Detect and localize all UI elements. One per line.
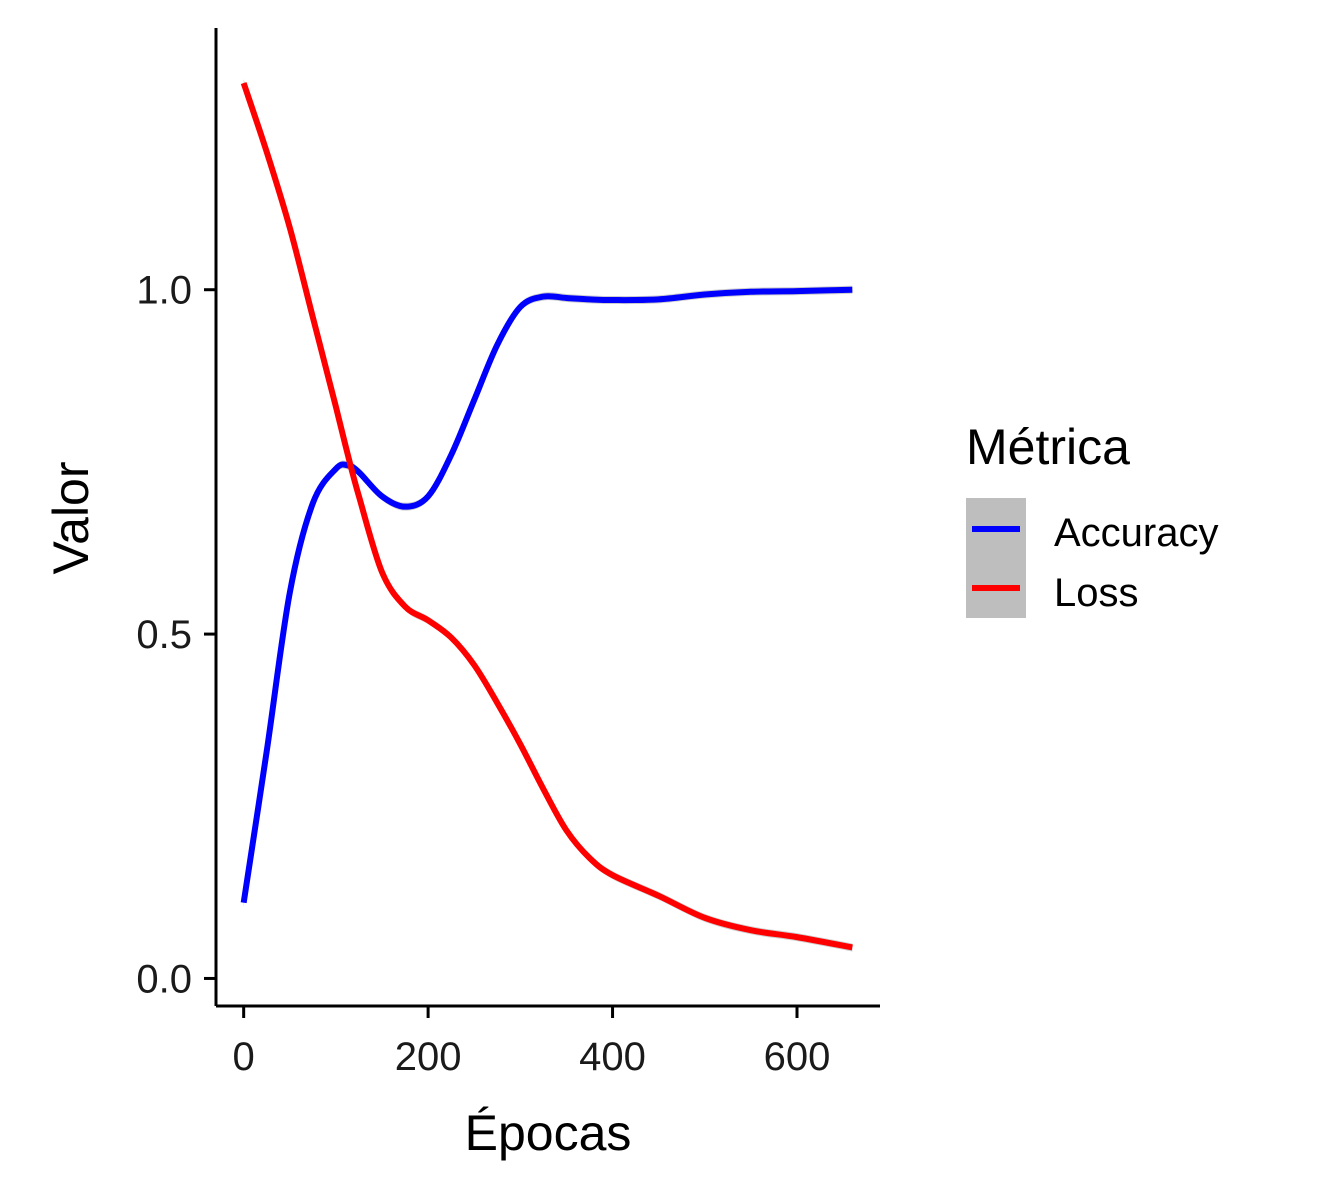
legend-key-background (966, 498, 1026, 618)
ticks: 0 200 400 600 0.0 0.5 1.0 (136, 269, 830, 1079)
y-axis-title: Valor (43, 461, 99, 574)
x-tick-label: 400 (579, 1035, 646, 1079)
series-line-loss (240, 82, 853, 951)
x-tick-label: 600 (764, 1035, 831, 1079)
ribbon-loss (243, 79, 853, 952)
y-tick-label: 1.0 (136, 269, 192, 313)
x-axis-title: Épocas (465, 1105, 632, 1161)
series-line-accuracy (240, 286, 853, 904)
axes (214, 28, 880, 1008)
legend-title: Métrica (966, 419, 1130, 475)
legend: Métrica Accuracy Loss (966, 419, 1219, 618)
x-tick-label: 200 (395, 1035, 462, 1079)
legend-label-loss: Loss (1054, 571, 1139, 615)
x-tick-label: 0 (233, 1035, 255, 1079)
y-tick-label: 0.5 (136, 613, 192, 657)
ribbon-accuracy (243, 285, 853, 907)
plot-panel (240, 79, 853, 952)
legend-label-accuracy: Accuracy (1054, 511, 1219, 555)
y-tick-label: 0.0 (136, 957, 192, 1001)
